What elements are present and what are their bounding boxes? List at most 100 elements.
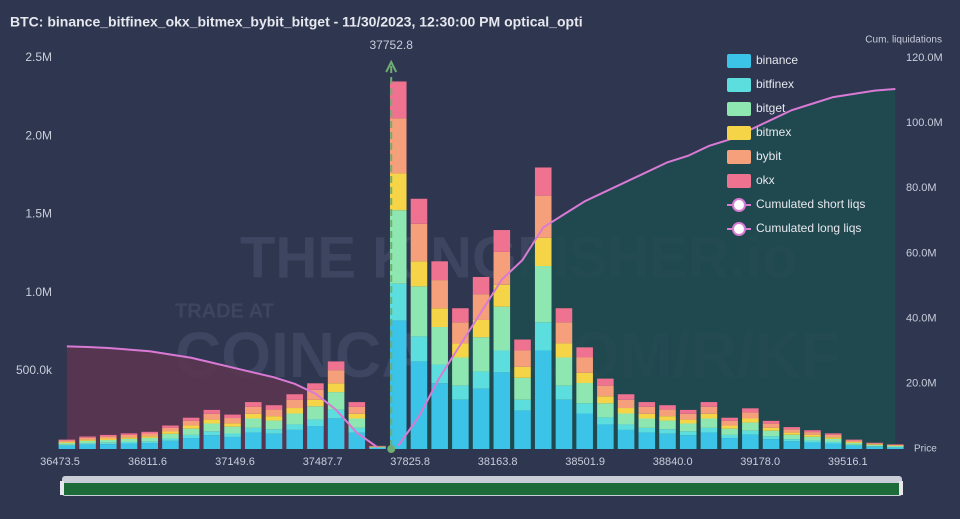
bar-segment [389,283,407,321]
bar-segment [203,409,221,414]
bar-segment [493,350,511,373]
bar-segment [824,441,842,444]
bar-segment [410,361,428,449]
slider-handle[interactable] [60,481,64,495]
bar-segment [555,385,573,400]
legend-label[interactable]: Cumulated short liqs [756,197,865,211]
range-slider[interactable] [60,476,903,496]
bar-segment [348,406,366,414]
bar-segment [120,438,138,442]
bar-segment [679,423,697,432]
bar-segment [679,409,697,414]
bar-segment [162,431,179,434]
bar-segment [58,441,76,443]
bar-segment [327,409,345,419]
bar-segment [244,432,262,449]
bar-segment [244,413,262,419]
legend-label[interactable]: binance [756,53,798,67]
bar-segment [866,444,883,445]
bar-segment [244,406,262,414]
bar-segment [100,444,117,449]
bar-segment [244,418,262,428]
chart-title: BTC: binance_bitfinex_okx_bitmex_bybit_b… [10,14,583,30]
bar-segment [866,443,883,445]
bar-segment [845,444,863,446]
bar-segment [638,432,656,449]
cumulative-line [397,87,896,447]
bar-segment [286,408,303,414]
bar-segment [265,429,283,434]
bar-segment [514,350,531,367]
bar-segment [452,322,469,344]
bar-segment [493,306,511,351]
bar-segment [804,430,821,433]
bar-segment [100,436,117,439]
bar-segment [721,428,738,435]
bar-segment [493,230,511,252]
bar-segment [120,434,138,438]
legend-label[interactable]: Cumulated long liqs [756,221,861,235]
bar-segment [100,438,117,440]
x-tick-label: 37825.8 [390,456,430,468]
bar-segment [472,276,490,295]
bar-segment [120,437,138,439]
bar-segment [742,412,759,419]
bar-segment [472,371,490,389]
bar-segment [576,372,593,383]
x-tick-label: 36473.5 [40,456,80,468]
legend-label[interactable]: bybit [756,149,782,163]
x-tick-label: 39178.0 [740,456,780,468]
bar-segment [700,413,718,419]
legend-label[interactable]: bitmex [756,125,791,139]
slider-selection[interactable] [64,483,900,495]
bar-segment [783,429,801,433]
legend-label[interactable]: bitfinex [756,77,794,91]
bar-segment [493,372,511,449]
marker-arrow [385,59,398,73]
bar-segment [203,413,221,420]
bar-segment [804,434,821,437]
bar-segment [79,443,96,445]
bar-segment [431,308,448,328]
legend-label[interactable]: okx [756,173,775,187]
bar-segment [887,446,904,447]
slider-handle[interactable] [899,481,903,495]
bar-segment [369,447,386,449]
bar-segment [804,442,821,449]
bar-segment [742,434,759,449]
bar-segment [182,428,200,435]
bar-segment [742,430,759,435]
bar-segment [721,417,738,421]
bar-segment [141,441,158,444]
bar-segment [555,343,573,358]
y2-tick-label: 60.0M [906,247,937,259]
bar-segment [265,416,283,421]
bar-segment [452,357,469,386]
bar-segment [327,361,345,371]
bar-segment [162,425,179,428]
legend-swatch [727,78,751,92]
x-tick-label: 38163.8 [478,456,518,468]
y2-tick-label: 80.0M [906,182,937,194]
bar-segment [700,432,718,449]
bar-segment [120,441,138,444]
bar-segment [866,446,883,447]
bar-segment [555,399,573,449]
bar-segment [887,447,904,449]
legend-swatch [727,150,751,164]
bar-segment [804,436,821,441]
bar-segment [845,439,863,441]
bar-segment [721,425,738,429]
bar-segment [286,394,303,400]
bar-segment [762,420,780,424]
legend-label[interactable]: bitget [756,101,786,115]
bar-segment [431,327,448,365]
bar-segment [162,433,179,439]
bar-segment [58,445,76,449]
bar-segment [389,320,407,449]
bar-segment [534,350,552,449]
legend-swatch [727,102,751,116]
bar-segment [845,442,863,445]
bar-segment [679,431,697,436]
